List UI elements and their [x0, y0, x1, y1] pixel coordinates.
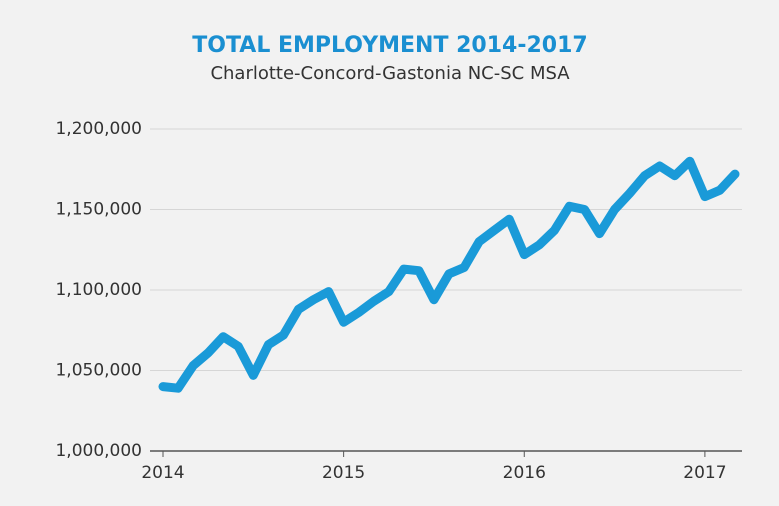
y-tick-label: 1,200,000	[55, 119, 142, 139]
x-tick-label: 2016	[503, 463, 546, 483]
y-tick-label: 1,150,000	[55, 200, 142, 220]
y-tick-label: 1,050,000	[55, 361, 142, 381]
x-tick-label: 2015	[322, 463, 365, 483]
data-line	[158, 156, 740, 393]
chart-title: TOTAL EMPLOYMENT 2014-2017	[192, 33, 587, 58]
y-tick-label: 1,100,000	[55, 280, 142, 300]
x-tick-label: 2017	[683, 463, 726, 483]
y-tick-label: 1,000,000	[55, 441, 142, 461]
x-tick-label: 2014	[141, 463, 184, 483]
chart-subtitle: Charlotte-Concord-Gastonia NC-SC MSA	[210, 63, 570, 84]
